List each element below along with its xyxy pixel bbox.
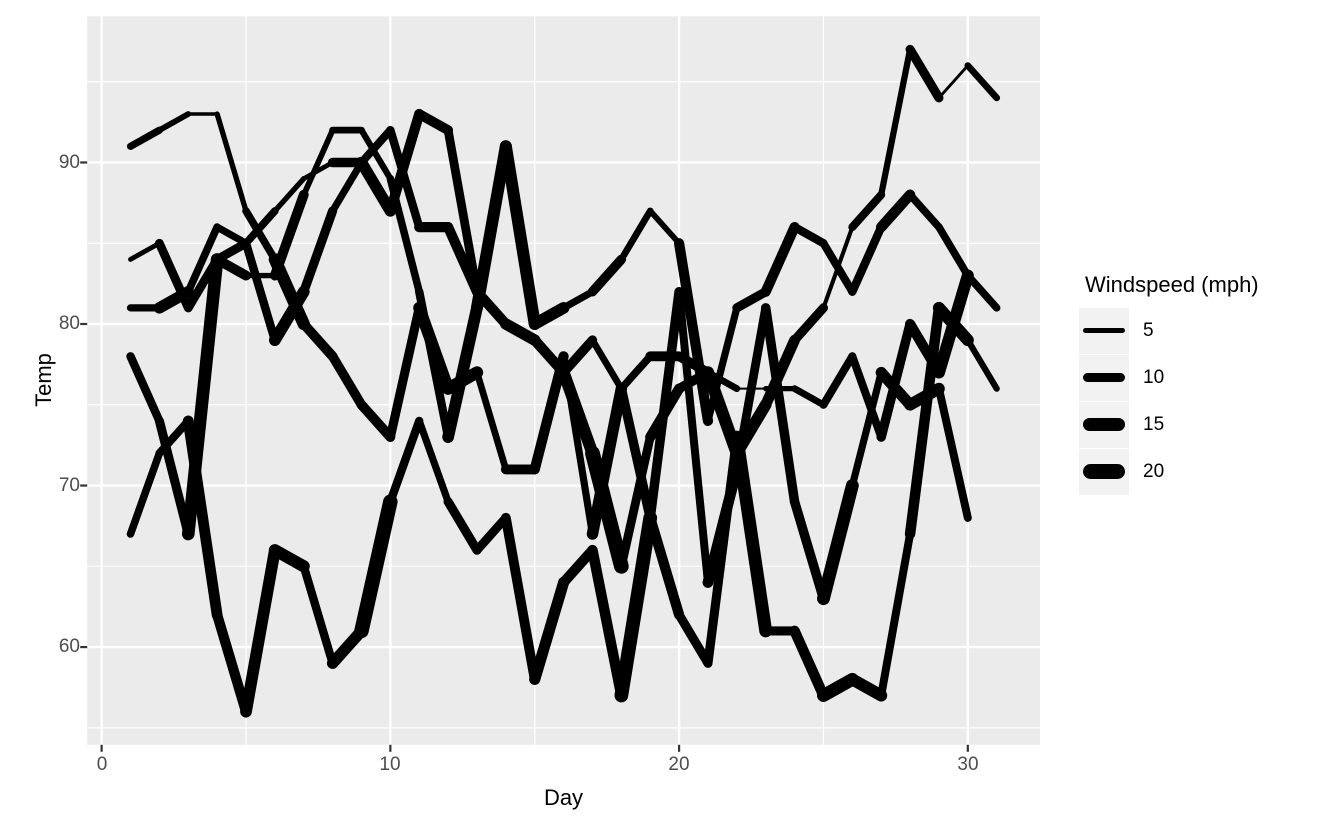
x-tick-label-10: 10 <box>379 754 401 775</box>
legend: Windspeed (mph) 5 10 15 <box>1079 272 1259 495</box>
legend-line-sample-10 <box>1083 372 1125 383</box>
legend-key-swatch <box>1079 401 1129 448</box>
minor-gridlines <box>87 16 1040 745</box>
legend-label: 10 <box>1143 366 1165 388</box>
legend-line-sample-15 <box>1083 418 1125 431</box>
legend-label: 15 <box>1143 413 1165 435</box>
legend-key-swatch <box>1079 448 1129 495</box>
legend-label: 20 <box>1143 460 1165 482</box>
legend-title: Windspeed (mph) <box>1085 272 1259 297</box>
series-5 <box>126 301 1000 718</box>
x-axis-title: Day <box>543 785 584 810</box>
legend-key-swatch <box>1079 354 1129 401</box>
y-tick-label-90: 90 <box>58 152 80 173</box>
legend-label: 5 <box>1143 319 1154 341</box>
series-9 <box>126 111 972 606</box>
y-tick-label-60: 60 <box>58 636 80 657</box>
series-7 <box>128 126 1001 443</box>
legend-line-sample-5 <box>1083 327 1125 334</box>
legend-entry-20: 20 <box>1079 448 1259 495</box>
y-tick-label-70: 70 <box>58 475 80 496</box>
legend-line-sample-20 <box>1083 464 1125 479</box>
legend-entry-15: 15 <box>1079 401 1259 448</box>
legend-entry-5: 5 <box>1079 307 1259 354</box>
legend-keys: 5 10 15 20 <box>1079 307 1259 495</box>
y-tick-label-80: 80 <box>58 313 80 334</box>
x-tick-label-0: 0 <box>96 754 108 775</box>
y-axis-title: Temp <box>31 353 56 407</box>
legend-entry-10: 10 <box>1079 354 1259 401</box>
axis-tick-marks <box>80 161 969 752</box>
legend-key-swatch <box>1079 307 1129 354</box>
x-tick-label-20: 20 <box>668 754 690 775</box>
x-tick-label-30: 30 <box>957 754 979 775</box>
